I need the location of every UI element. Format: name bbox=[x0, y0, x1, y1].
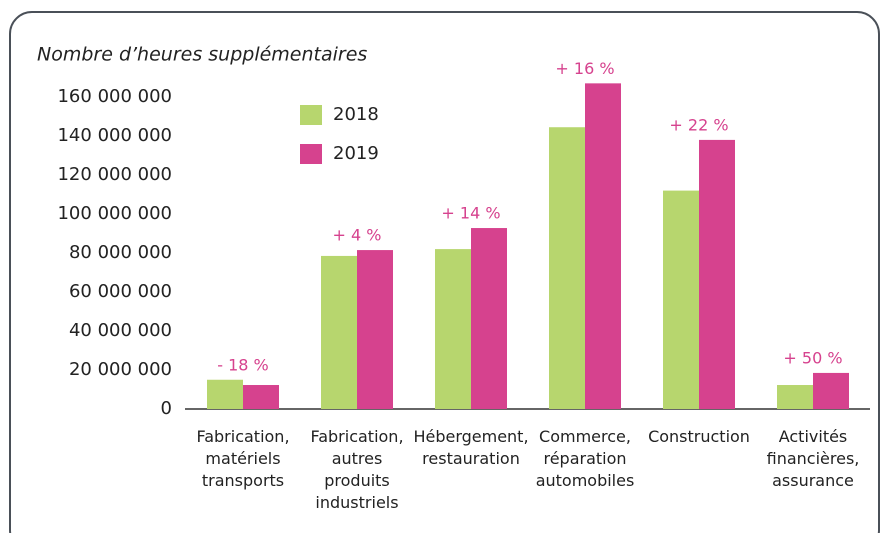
y-tick-label: 80 000 000 bbox=[69, 242, 172, 263]
chart-title: Nombre d’heures supplémentaires bbox=[37, 44, 367, 66]
annotation: + 4 % bbox=[333, 226, 382, 245]
bar bbox=[585, 83, 621, 409]
x-tick-label: Commerce, réparation automobiles bbox=[535, 427, 635, 490]
annotation: + 22 % bbox=[669, 115, 728, 134]
bar bbox=[699, 139, 735, 409]
y-tick-label: 140 000 000 bbox=[57, 125, 172, 146]
y-tick-label: 60 000 000 bbox=[69, 281, 172, 302]
y-tick-label: 0 bbox=[161, 398, 172, 419]
legend-label: 2018 bbox=[333, 104, 379, 125]
y-tick-label: 120 000 000 bbox=[57, 164, 172, 185]
annotation: + 50 % bbox=[783, 348, 842, 367]
bar bbox=[435, 249, 471, 409]
legend-label: 2019 bbox=[333, 143, 379, 164]
annotation: - 18 % bbox=[217, 355, 269, 374]
x-tick-label: Construction bbox=[648, 427, 750, 446]
bar bbox=[321, 255, 357, 409]
frame bbox=[9, 11, 880, 533]
bar bbox=[813, 372, 849, 409]
y-tick-label: 160 000 000 bbox=[57, 86, 172, 107]
annotation: + 14 % bbox=[441, 204, 500, 223]
legend-swatch bbox=[300, 105, 322, 125]
y-tick-label: 40 000 000 bbox=[69, 320, 172, 341]
bar bbox=[549, 127, 585, 409]
annotation: + 16 % bbox=[555, 59, 614, 78]
x-tick-label: Fabrication, matériels transports bbox=[196, 427, 290, 490]
x-tick-label: Activités financières, assurance bbox=[766, 427, 860, 490]
y-tick-label: 100 000 000 bbox=[57, 203, 172, 224]
x-tick-label: Fabrication, autres produits industriels bbox=[310, 427, 404, 512]
legend-swatch bbox=[300, 144, 322, 164]
bar bbox=[243, 385, 279, 409]
bar bbox=[471, 228, 507, 409]
x-tick-label: Hébergement, restauration bbox=[413, 427, 529, 468]
bar bbox=[207, 379, 243, 409]
bar bbox=[777, 385, 813, 409]
bar bbox=[357, 250, 393, 409]
bar bbox=[663, 190, 699, 409]
y-tick-label: 20 000 000 bbox=[69, 359, 172, 380]
